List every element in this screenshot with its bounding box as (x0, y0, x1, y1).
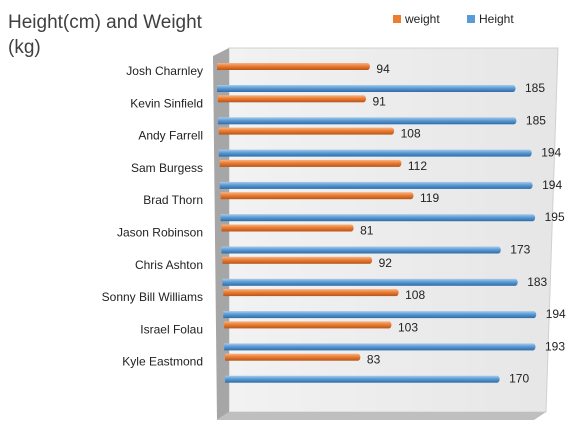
data-label-height: 195 (545, 210, 565, 224)
data-label-weight: 108 (401, 127, 421, 141)
data-label-weight: 108 (405, 288, 425, 302)
category-label: Chris Ashton (135, 258, 203, 272)
bar-weight (217, 63, 370, 70)
category-label: Jason Robinson (117, 226, 203, 240)
data-label-weight: 83 (367, 353, 381, 367)
bar-weight (221, 224, 354, 232)
data-label-height: 183 (527, 275, 547, 289)
bar-height (218, 149, 532, 157)
category-label: Israel Folau (140, 322, 203, 336)
chart-title-line-1: Height(cm) and Weight (8, 12, 203, 33)
data-label-weight: 91 (373, 94, 387, 108)
legend-label-weight: weight (404, 12, 440, 26)
floor (217, 412, 546, 420)
bar-weight (225, 353, 361, 361)
data-label-height: 170 (509, 372, 529, 386)
bar-weight (224, 321, 392, 329)
data-label-weight: 103 (398, 320, 418, 334)
bar-weight (220, 192, 414, 200)
legend-swatch-height (467, 15, 475, 23)
bar-height (221, 246, 501, 254)
data-label-weight: 94 (376, 62, 390, 76)
category-label: Kevin Sinfield (130, 96, 203, 110)
data-label-height: 173 (510, 243, 530, 257)
data-label-height: 194 (546, 307, 566, 321)
bar-weight (223, 289, 399, 297)
data-label-height: 194 (542, 178, 562, 192)
bar-weight (217, 95, 366, 103)
category-label: Josh Charnley (126, 64, 203, 78)
category-label: Kyle Eastmond (122, 355, 203, 369)
bar-height (217, 117, 517, 125)
bar-height (220, 214, 536, 222)
category-label: Andy Farrell (138, 129, 203, 143)
bar-height (217, 85, 516, 92)
bar-weight (218, 127, 395, 135)
data-label-weight: 112 (408, 159, 427, 173)
category-label: Sonny Bill Williams (102, 290, 203, 304)
data-label-height: 194 (541, 146, 561, 160)
data-label-height: 185 (526, 113, 546, 127)
bar-weight (219, 159, 402, 167)
data-label-weight: 81 (360, 224, 374, 238)
data-label-height: 185 (525, 81, 545, 95)
bar-height (222, 278, 518, 286)
category-label: Sam Burgess (131, 161, 203, 175)
bar-weight (222, 256, 373, 264)
side-wall (213, 48, 229, 420)
legend-swatch-weight (393, 15, 401, 23)
data-label-height: 193 (545, 339, 565, 353)
bar-height (219, 181, 533, 189)
legend-label-height: Height (479, 12, 514, 26)
bar-height (225, 375, 500, 383)
bar-height (224, 343, 536, 351)
chart-title-line-2: (kg) (8, 37, 41, 58)
category-label: Brad Thorn (143, 193, 203, 207)
chart-marks: Josh Charnley 94 185 Kevin Sinfield 91 185 And… (102, 62, 566, 386)
bar-height (223, 311, 537, 319)
data-label-weight: 92 (379, 256, 393, 270)
data-label-weight: 119 (420, 191, 439, 205)
